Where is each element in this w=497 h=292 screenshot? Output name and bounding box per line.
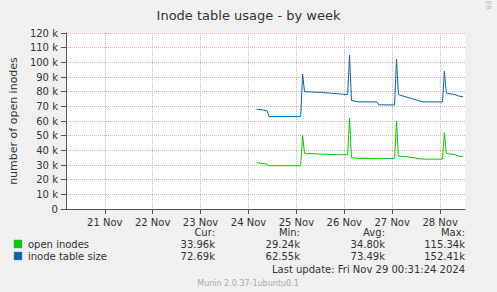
svg-text:110 k: 110 k (30, 42, 58, 53)
svg-text:62.55k: 62.55k (266, 251, 301, 262)
svg-text:Cur:: Cur: (194, 227, 215, 238)
svg-text:34.80k: 34.80k (351, 239, 386, 250)
svg-text:27 Nov: 27 Nov (374, 217, 410, 228)
svg-text:70 k: 70 k (36, 101, 58, 112)
svg-text:Max:: Max: (441, 227, 465, 238)
svg-text:RRDTOOL / TOBI OETIKER: RRDTOOL / TOBI OETIKER (484, 0, 492, 10)
svg-text:40 k: 40 k (36, 145, 58, 156)
svg-text:73.49k: 73.49k (351, 251, 386, 262)
svg-text:number of open inodes: number of open inodes (7, 57, 20, 185)
svg-text:Inode table usage - by week: Inode table usage - by week (157, 8, 341, 23)
svg-text:Avg:: Avg: (363, 227, 385, 238)
svg-text:28 Nov: 28 Nov (422, 217, 458, 228)
svg-text:29.24k: 29.24k (266, 239, 301, 250)
svg-text:120 k: 120 k (30, 28, 58, 39)
svg-text:26 Nov: 26 Nov (327, 217, 363, 228)
svg-text:50 k: 50 k (36, 130, 58, 141)
svg-text:72.69k: 72.69k (181, 251, 216, 262)
svg-text:inode table size: inode table size (28, 251, 107, 262)
svg-text:33.96k: 33.96k (181, 239, 216, 250)
svg-text:23 Nov: 23 Nov (183, 217, 219, 228)
svg-text:90 k: 90 k (36, 72, 58, 83)
svg-text:Last update: Fri Nov 29 00:31:: Last update: Fri Nov 29 00:31:24 2024 (272, 264, 465, 275)
svg-text:21 Nov: 21 Nov (87, 217, 123, 228)
svg-text:60 k: 60 k (36, 116, 58, 127)
svg-text:80 k: 80 k (36, 86, 58, 97)
svg-text:30 k: 30 k (36, 160, 58, 171)
svg-text:0: 0 (52, 204, 58, 215)
svg-text:152.41k: 152.41k (424, 251, 465, 262)
svg-text:24 Nov: 24 Nov (231, 217, 267, 228)
svg-text:100 k: 100 k (30, 57, 58, 68)
svg-text:115.34k: 115.34k (424, 239, 465, 250)
svg-text:10 k: 10 k (36, 189, 58, 200)
svg-text:Munin 2.0.37-1ubuntu0.1: Munin 2.0.37-1ubuntu0.1 (197, 279, 299, 288)
svg-text:open inodes: open inodes (28, 239, 89, 250)
svg-text:20 k: 20 k (36, 174, 58, 185)
svg-text:Min:: Min: (279, 227, 300, 238)
svg-text:25 Nov: 25 Nov (279, 217, 315, 228)
svg-text:22 Nov: 22 Nov (135, 217, 171, 228)
